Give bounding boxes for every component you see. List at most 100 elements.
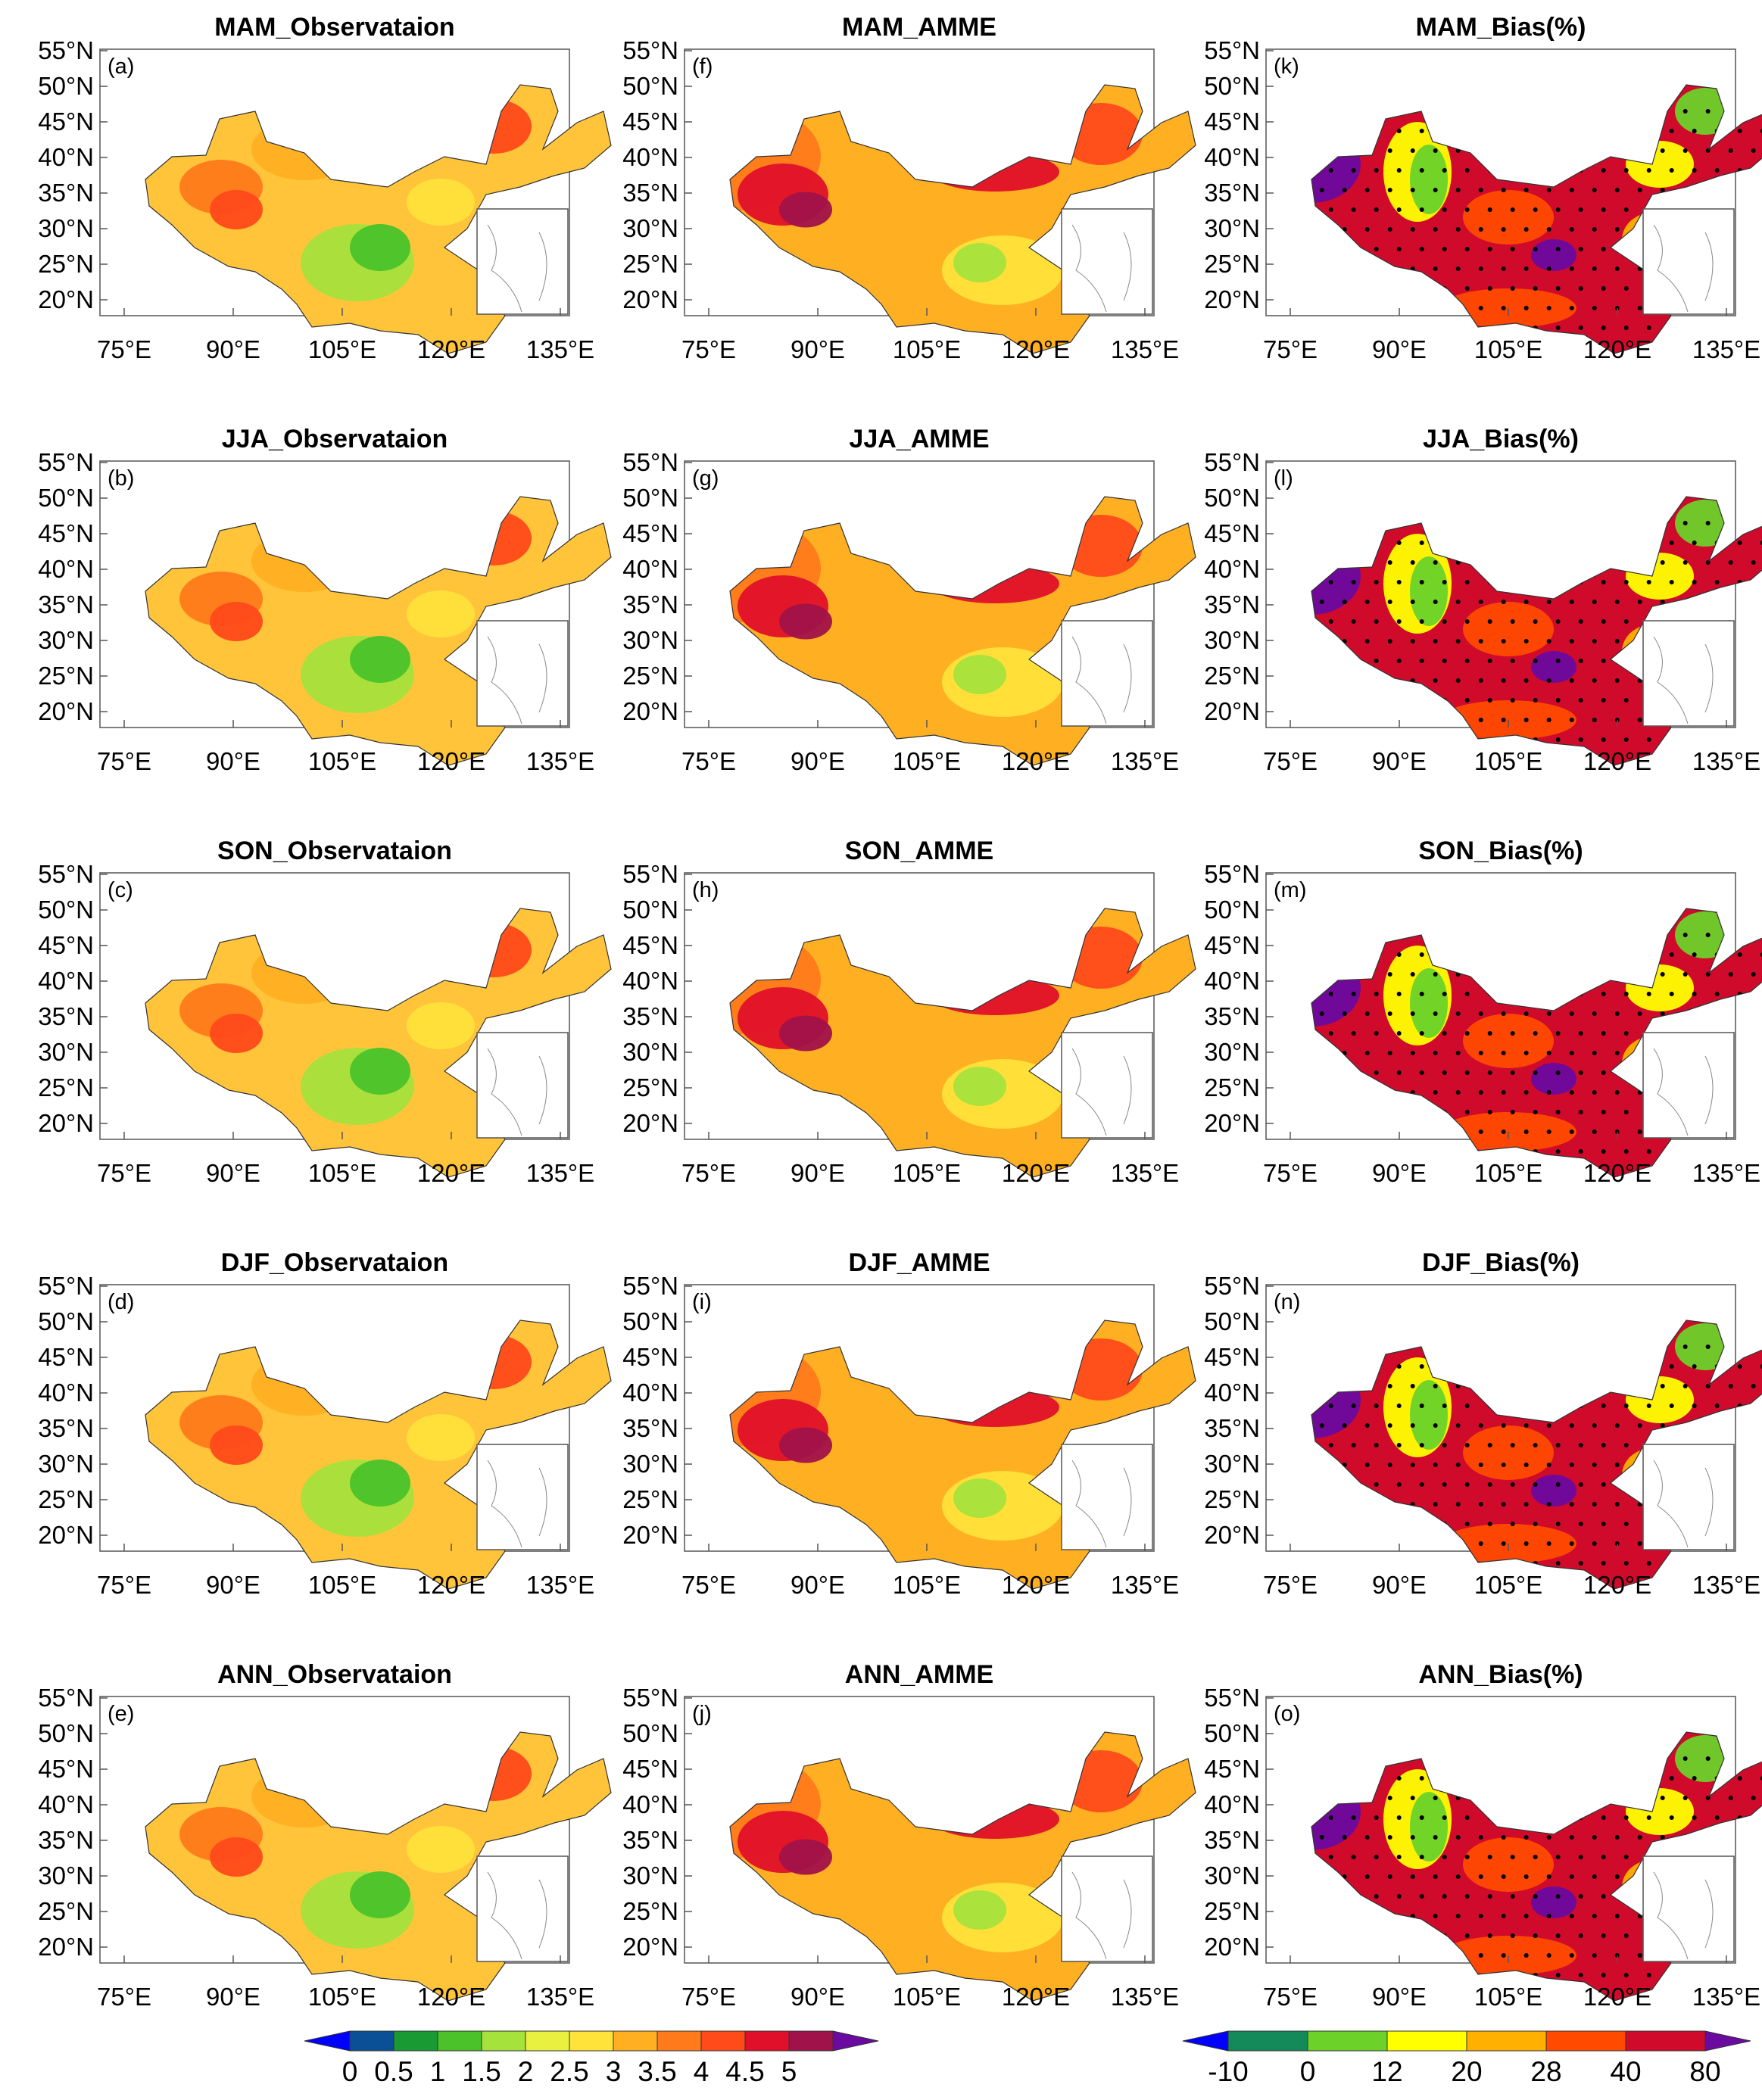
significance-dot: [1364, 1463, 1370, 1467]
significance-dot: [1737, 286, 1742, 291]
significance-dot: [1601, 1933, 1606, 1938]
significance-dot: [1614, 109, 1620, 114]
latitude-tick-label: 20°N: [1204, 697, 1260, 725]
longitude-tick-label: 90°E: [791, 335, 845, 363]
significance-dot: [1569, 718, 1574, 722]
latitude-tick-label: 40°N: [1204, 967, 1260, 995]
significance-dot: [1419, 1149, 1424, 1154]
significance-dot: [1364, 1090, 1370, 1095]
significance-dot: [1419, 1443, 1424, 1447]
significance-dot: [1592, 1874, 1597, 1879]
significance-dot: [1410, 1463, 1415, 1467]
significance-dot: [1396, 1364, 1402, 1369]
latitude-tick-label: 50°N: [38, 896, 94, 924]
latitude-tick-label: 50°N: [622, 484, 678, 512]
significance-dot: [1637, 1541, 1642, 1546]
significance-dot: [1637, 600, 1642, 604]
significance-dot: [1319, 1090, 1324, 1095]
colorbar-swatch: [481, 2030, 526, 2052]
significance-dot: [1374, 286, 1379, 291]
latitude-tick-label: 40°N: [38, 1379, 94, 1407]
significance-dot: [1660, 933, 1665, 937]
longitude-tick-label: 75°E: [97, 1571, 151, 1599]
significance-dot: [1364, 1835, 1370, 1840]
latitude-tick-label: 40°N: [1204, 1379, 1260, 1407]
significance-dot: [1433, 188, 1438, 192]
significance-dot: [1478, 600, 1483, 604]
significance-dot: [1478, 1344, 1483, 1349]
significance-dot: [1578, 1522, 1583, 1526]
significance-dot: [1442, 326, 1447, 330]
significance-dot: [1387, 933, 1392, 937]
latitude-tick-label: 20°N: [622, 1933, 678, 1961]
significance-dot: [1614, 560, 1620, 565]
significance-dot: [1478, 1914, 1483, 1918]
significance-dot: [1464, 129, 1470, 133]
significance-dot: [1319, 521, 1324, 525]
latitude-tick-label: 25°N: [1204, 662, 1260, 690]
longitude-tick-label: 90°E: [206, 1983, 260, 2011]
significance-dot: [1364, 1384, 1370, 1388]
significance-dot: [1442, 1443, 1447, 1447]
significance-dot: [1555, 1404, 1561, 1408]
contour-region: [210, 602, 263, 641]
significance-dot: [1442, 1894, 1447, 1899]
significance-dot: [1646, 1561, 1651, 1566]
significance-dot: [1433, 560, 1438, 565]
significance-dot: [1751, 1541, 1756, 1546]
significance-dot: [1328, 286, 1333, 291]
significance-dot: [1546, 148, 1551, 153]
significance-dot: [1351, 207, 1356, 212]
latitude-tick-label: 20°N: [38, 1521, 94, 1549]
significance-dot: [1374, 1973, 1379, 1977]
significance-dot: [1555, 286, 1561, 291]
significance-dot: [1328, 1894, 1333, 1899]
significance-dot: [1737, 952, 1742, 957]
significance-dot: [1669, 1364, 1674, 1369]
colorbar-swatch: [1466, 2030, 1547, 2052]
significance-dot: [1464, 1364, 1470, 1369]
significance-dot: [1533, 619, 1538, 624]
latitude-tick-label: 30°N: [622, 214, 678, 242]
significance-dot: [1478, 933, 1483, 937]
significance-dot: [1692, 737, 1697, 742]
panel-label: (a): [108, 55, 134, 79]
significance-dot: [1728, 1835, 1733, 1840]
significance-dot: [1601, 1404, 1606, 1408]
latitude-tick-label: 35°N: [1204, 590, 1260, 618]
longitude-tick-label: 135°E: [1111, 335, 1179, 363]
longitude-tick-label: 120°E: [1002, 1571, 1070, 1599]
significance-dot: [1396, 1149, 1402, 1154]
contour-region: [1531, 1063, 1576, 1095]
significance-dot: [1555, 619, 1561, 624]
colorbar-label: 1: [430, 2056, 446, 2087]
latitude-tick-label: 25°N: [38, 1073, 94, 1101]
significance-dot: [1555, 541, 1561, 545]
significance-dot: [1442, 1776, 1447, 1781]
latitude-tick-label: 55°N: [622, 1684, 678, 1712]
panel-title: SON_Observataion: [217, 837, 452, 865]
latitude-tick-label: 35°N: [622, 590, 678, 618]
colorbar-label: 80: [1689, 2056, 1720, 2087]
contour-region: [953, 655, 1006, 694]
significance-dot: [1533, 1933, 1538, 1938]
significance-dot: [1510, 129, 1515, 133]
latitude-tick-label: 30°N: [38, 214, 94, 242]
significance-dot: [1569, 521, 1574, 525]
contour-region: [456, 1746, 532, 1801]
longitude-tick-label: 105°E: [1474, 1983, 1542, 2011]
significance-dot: [1569, 1835, 1574, 1840]
significance-dot: [1328, 129, 1333, 133]
significance-dot: [1328, 698, 1333, 703]
significance-dot: [1501, 639, 1506, 643]
south-china-sea-inset: [476, 1855, 569, 1962]
significance-dot: [1660, 148, 1665, 153]
contour-region: [1531, 651, 1576, 683]
significance-dot: [1374, 1070, 1379, 1075]
significance-dot: [1569, 600, 1574, 604]
significance-dot: [1374, 207, 1379, 212]
south-china-sea-inset: [1061, 620, 1153, 727]
significance-dot: [1601, 286, 1606, 291]
significance-dot: [1555, 1443, 1561, 1447]
latitude-tick-label: 55°N: [622, 448, 678, 476]
